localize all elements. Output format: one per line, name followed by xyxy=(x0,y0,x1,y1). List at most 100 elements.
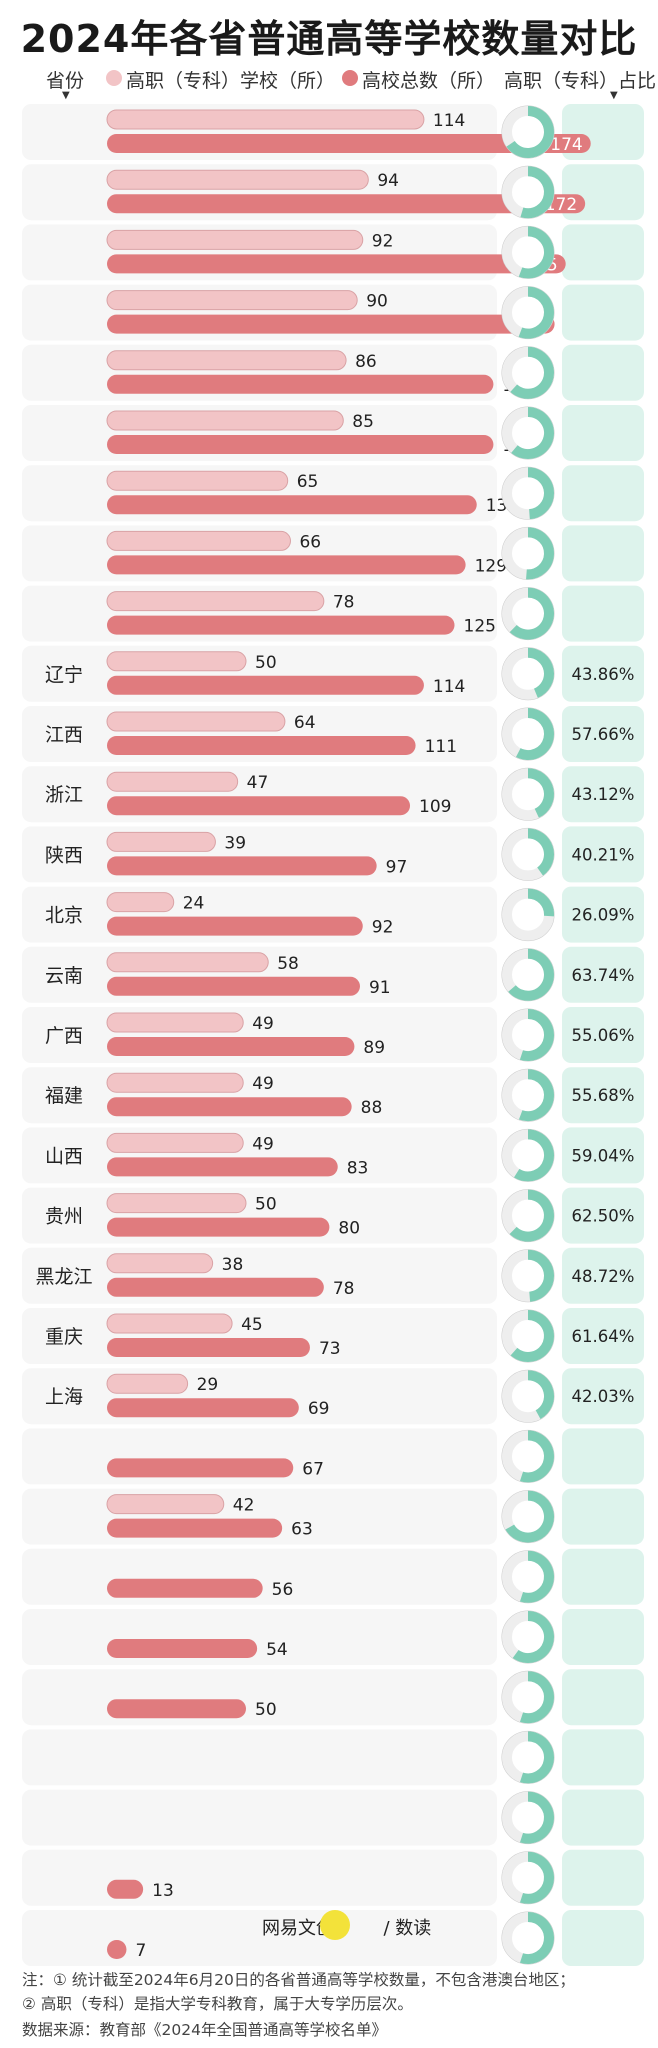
province-label: 江西 xyxy=(45,724,83,746)
vocational-value-label: 47 xyxy=(247,773,269,793)
vocational-bar xyxy=(106,1494,225,1515)
ratio-background xyxy=(562,224,644,281)
ratio-background xyxy=(562,1849,644,1906)
total-value-label: 83 xyxy=(347,1158,369,1178)
vocational-bar xyxy=(106,410,344,431)
ratio-donut-arc xyxy=(518,286,554,339)
brand-watermark: 网易文创 / 数读 xyxy=(262,1914,431,1940)
row-background xyxy=(22,1849,497,1906)
ratio-background xyxy=(562,1729,644,1786)
ratio-background xyxy=(562,1910,644,1966)
total-value-label: 56 xyxy=(272,1580,294,1600)
ratio-donut-arc xyxy=(508,948,554,1001)
ratio-label: 63.74% xyxy=(572,966,635,985)
ratio-donut-arc xyxy=(519,1671,554,1724)
ratio-donut-arc xyxy=(527,1370,554,1420)
vocational-bar xyxy=(106,109,425,130)
ratio-background xyxy=(562,525,644,582)
legend-total-swatch xyxy=(342,70,358,86)
total-value-label: 89 xyxy=(363,1038,385,1058)
ratio-donut-arc xyxy=(509,1189,554,1242)
vocational-value-label: 38 xyxy=(222,1255,244,1275)
total-value-label: 114 xyxy=(433,677,465,697)
vocational-bar xyxy=(106,952,269,973)
vocational-value-label: 114 xyxy=(433,111,465,131)
ratio-donut-arc xyxy=(518,226,554,279)
total-value-label: 129 xyxy=(475,556,507,576)
ratio-label: 59.04% xyxy=(572,1146,635,1165)
vocational-value-label: 42 xyxy=(233,1496,255,1516)
ratio-donut-arc xyxy=(527,647,554,698)
ratio-background xyxy=(562,284,644,341)
vocational-bar xyxy=(106,1072,244,1093)
ratio-label: 43.12% xyxy=(572,785,635,804)
vocational-bar xyxy=(106,1012,244,1033)
total-bar xyxy=(107,254,566,274)
vocational-bar xyxy=(106,1253,214,1274)
vocational-bar xyxy=(106,290,358,311)
ratio-background xyxy=(562,585,644,642)
total-value-label: 78 xyxy=(333,1279,355,1299)
ratio-background xyxy=(562,1247,644,1304)
legend-vocational-label: 高职（专科）学校（所） xyxy=(126,70,336,92)
province-header: 省份 xyxy=(46,70,85,92)
ratio-label: 55.68% xyxy=(572,1086,635,1105)
row-background xyxy=(22,1548,497,1605)
vocational-bar xyxy=(106,1193,247,1214)
ratio-background xyxy=(562,1368,644,1425)
vocational-value-label: 58 xyxy=(277,954,299,974)
total-bar xyxy=(107,495,477,515)
total-value-label: 13 xyxy=(152,1881,174,1901)
total-bar xyxy=(107,736,416,755)
total-value-label: 63 xyxy=(291,1520,313,1540)
total-value-label: 69 xyxy=(308,1399,330,1419)
total-value-label: 111 xyxy=(425,737,457,757)
ratio-donut-arc xyxy=(519,1851,554,1904)
vocational-value-label: 24 xyxy=(183,894,205,914)
ratio-donut-arc xyxy=(505,1490,554,1543)
ratio-donut-arc xyxy=(527,1249,554,1302)
vocational-bar xyxy=(106,1132,244,1153)
vocational-bar xyxy=(106,350,347,371)
vocational-value-label: 50 xyxy=(255,653,277,673)
total-bar xyxy=(107,1398,299,1418)
total-bar xyxy=(107,435,494,454)
vocational-bar xyxy=(106,591,325,612)
vocational-value-label: 92 xyxy=(372,231,394,251)
vocational-bar xyxy=(106,1373,189,1394)
ratio-donut-arc xyxy=(519,1731,554,1784)
total-value-label: 109 xyxy=(419,797,451,817)
total-bar xyxy=(107,1639,258,1658)
ratio-background xyxy=(562,405,644,461)
vocational-value-label: 49 xyxy=(252,1134,274,1154)
ratio-arrow-icon: ▼ xyxy=(610,90,618,101)
vocational-bar xyxy=(106,711,286,732)
ratio-donut-arc xyxy=(509,587,554,640)
brand-left: 网易文创 xyxy=(262,1918,334,1939)
ratio-background xyxy=(562,826,644,883)
vocational-bar xyxy=(106,229,364,250)
province-label: 上海 xyxy=(45,1386,83,1408)
province-label: 辽宁 xyxy=(45,664,83,686)
ratio-label: 62.50% xyxy=(572,1207,635,1226)
ratio-label: 61.64% xyxy=(572,1327,635,1346)
vocational-value-label: 50 xyxy=(255,1195,277,1215)
vocational-value-label: 65 xyxy=(297,472,319,492)
data-source: 数据来源：教育部《2024年全国普通高等学校名单》 xyxy=(22,2021,387,2039)
province-label: 广西 xyxy=(45,1025,83,1047)
ratio-header: 高职（专科）占比 xyxy=(504,70,657,92)
vocational-bar xyxy=(106,651,247,672)
ratio-donut-arc xyxy=(519,1550,554,1603)
vocational-value-label: 45 xyxy=(241,1315,263,1335)
province-label: 贵州 xyxy=(45,1206,83,1228)
ratio-background xyxy=(562,1308,644,1364)
ratio-donut-arc xyxy=(519,1430,554,1483)
total-bar xyxy=(107,1217,330,1237)
brand-right: / 数读 xyxy=(383,1918,432,1939)
total-bar xyxy=(107,1277,324,1297)
total-bar xyxy=(107,1338,310,1357)
province-label: 山西 xyxy=(45,1145,83,1167)
total-bar xyxy=(107,555,466,575)
vocational-bar xyxy=(106,1313,233,1334)
vocational-value-label: 49 xyxy=(252,1014,274,1034)
